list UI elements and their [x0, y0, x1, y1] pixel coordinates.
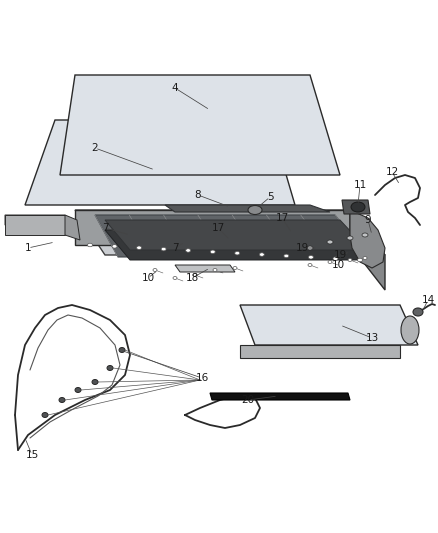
Ellipse shape	[173, 277, 177, 279]
Text: 2: 2	[92, 143, 98, 153]
Polygon shape	[350, 210, 385, 290]
Ellipse shape	[193, 273, 197, 277]
Ellipse shape	[75, 387, 81, 392]
Polygon shape	[75, 210, 385, 255]
Ellipse shape	[153, 269, 157, 271]
Ellipse shape	[401, 316, 419, 344]
Polygon shape	[210, 393, 350, 400]
Text: 16: 16	[195, 373, 208, 383]
Text: 7: 7	[172, 243, 178, 253]
Ellipse shape	[248, 206, 262, 214]
Text: 13: 13	[365, 333, 378, 343]
Text: 9: 9	[365, 215, 371, 225]
Polygon shape	[105, 220, 368, 250]
Ellipse shape	[210, 250, 215, 254]
Ellipse shape	[362, 233, 368, 237]
Ellipse shape	[351, 202, 365, 212]
Polygon shape	[60, 75, 340, 175]
Polygon shape	[165, 205, 330, 212]
Text: 11: 11	[353, 180, 367, 190]
Ellipse shape	[42, 413, 48, 417]
Text: 5: 5	[267, 192, 273, 202]
Ellipse shape	[357, 259, 363, 262]
Polygon shape	[175, 265, 235, 272]
Text: 1: 1	[25, 243, 31, 253]
Polygon shape	[5, 215, 65, 225]
Text: 7: 7	[102, 223, 108, 233]
Polygon shape	[342, 200, 370, 214]
Polygon shape	[5, 215, 65, 235]
Ellipse shape	[119, 348, 125, 352]
Text: 19: 19	[333, 250, 346, 260]
Text: 19: 19	[295, 243, 309, 253]
Ellipse shape	[348, 259, 352, 262]
Text: 10: 10	[141, 273, 155, 283]
Ellipse shape	[259, 253, 264, 256]
Ellipse shape	[88, 243, 92, 247]
Polygon shape	[95, 215, 368, 257]
Text: 17: 17	[212, 223, 225, 233]
Text: 15: 15	[25, 450, 39, 460]
Ellipse shape	[186, 249, 191, 252]
Text: 20: 20	[241, 395, 254, 405]
Polygon shape	[65, 215, 80, 240]
Ellipse shape	[284, 254, 289, 257]
Ellipse shape	[333, 257, 338, 261]
Polygon shape	[75, 210, 350, 245]
Ellipse shape	[59, 398, 65, 402]
Ellipse shape	[347, 236, 353, 240]
Ellipse shape	[112, 245, 117, 248]
Ellipse shape	[413, 308, 423, 316]
Text: 10: 10	[332, 260, 345, 270]
Polygon shape	[105, 230, 368, 260]
Polygon shape	[25, 120, 295, 205]
Ellipse shape	[308, 263, 312, 266]
Ellipse shape	[233, 266, 237, 270]
Ellipse shape	[161, 247, 166, 251]
Text: 14: 14	[421, 295, 434, 305]
Ellipse shape	[107, 366, 113, 370]
Text: 17: 17	[276, 213, 289, 223]
Ellipse shape	[327, 240, 333, 244]
Ellipse shape	[307, 246, 313, 250]
Text: 8: 8	[194, 190, 201, 200]
Ellipse shape	[308, 255, 314, 259]
Polygon shape	[240, 305, 418, 345]
Ellipse shape	[213, 269, 217, 271]
Ellipse shape	[92, 379, 98, 384]
Text: 12: 12	[385, 167, 399, 177]
Ellipse shape	[328, 261, 332, 263]
Text: 4: 4	[172, 83, 178, 93]
Ellipse shape	[235, 252, 240, 255]
Ellipse shape	[137, 246, 141, 249]
Ellipse shape	[363, 256, 367, 260]
Polygon shape	[240, 345, 400, 358]
Text: 18: 18	[185, 273, 198, 283]
Polygon shape	[350, 210, 385, 268]
